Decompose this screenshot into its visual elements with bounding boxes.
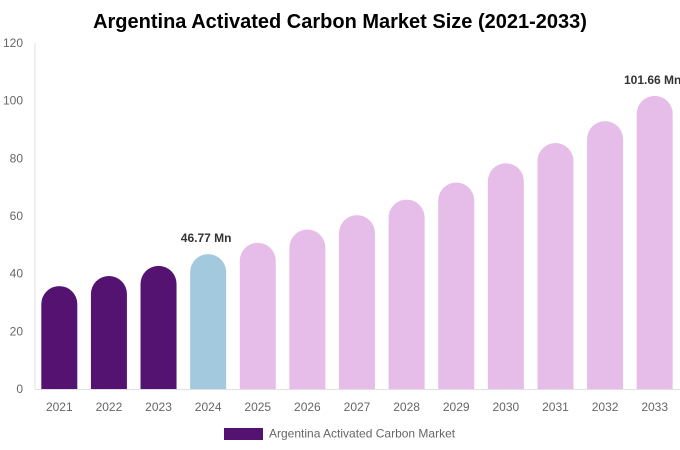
x-tick-label: 2027 [344,400,371,414]
legend-label: Argentina Activated Carbon Market [269,427,456,441]
data-label: 46.77 Mn [181,231,232,245]
x-tick-label: 2021 [46,400,73,414]
data-label: 101.66 Mn [624,73,680,87]
x-tick-label: 2029 [443,400,470,414]
bar-2028[interactable] [388,199,425,389]
bar-2030[interactable] [487,163,524,389]
x-tick-label: 2031 [542,400,569,414]
bar-2024[interactable] [190,254,227,389]
bar-2023[interactable] [140,265,177,389]
y-tick-label: 100 [3,94,23,108]
x-tick-label: 2030 [492,400,519,414]
legend-swatch [224,428,263,440]
y-tick-label: 20 [10,324,24,338]
y-tick-label: 40 [10,267,24,281]
bar-2021[interactable] [41,286,78,389]
bar-2026[interactable] [289,229,326,389]
x-tick-label: 2026 [294,400,321,414]
y-tick-label: 0 [16,382,23,396]
bar-2022[interactable] [90,275,127,389]
y-tick-label: 80 [10,151,24,165]
bar-2032[interactable] [587,121,624,389]
y-tick-label: 60 [10,209,24,223]
chart-title: Argentina Activated Carbon Market Size (… [93,11,587,33]
bar-2025[interactable] [239,242,276,389]
x-tick-label: 2033 [641,400,668,414]
x-tick-label: 2024 [195,400,222,414]
bar-2027[interactable] [339,215,375,389]
y-tick-label: 120 [3,36,23,50]
legend[interactable]: Argentina Activated Carbon Market [224,427,456,441]
x-tick-label: 2028 [393,400,420,414]
x-tick-label: 2025 [244,400,271,414]
x-tick-label: 2023 [145,400,172,414]
bar-2031[interactable] [537,143,574,389]
bar-2033[interactable] [636,95,673,389]
bar-2029[interactable] [438,182,475,389]
x-tick-label: 2022 [96,400,123,414]
x-tick-label: 2032 [592,400,619,414]
